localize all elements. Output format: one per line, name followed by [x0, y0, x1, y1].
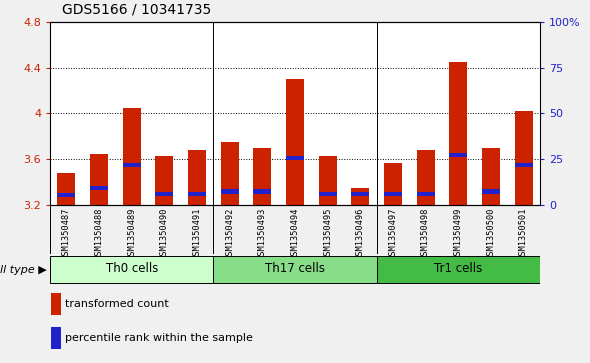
Text: GSM1350499: GSM1350499	[454, 207, 463, 260]
Text: GDS5166 / 10341735: GDS5166 / 10341735	[62, 2, 211, 16]
Text: GSM1350489: GSM1350489	[127, 207, 136, 260]
Bar	[253, 189, 271, 193]
Bar	[188, 192, 206, 196]
Bar	[514, 111, 533, 205]
Bar	[221, 189, 239, 193]
Bar	[351, 188, 369, 205]
Bar	[221, 142, 239, 205]
Bar	[214, 256, 376, 284]
Text: percentile rank within the sample: percentile rank within the sample	[65, 333, 253, 343]
Bar	[57, 193, 76, 197]
Text: Tr1 cells: Tr1 cells	[434, 262, 483, 276]
Text: cell type ▶: cell type ▶	[0, 265, 47, 274]
Bar	[253, 148, 271, 205]
Text: GSM1350495: GSM1350495	[323, 207, 332, 260]
Bar	[51, 327, 61, 348]
Bar	[155, 192, 173, 196]
Bar	[286, 156, 304, 160]
Bar	[319, 156, 337, 205]
Text: GSM1350493: GSM1350493	[258, 207, 267, 260]
Bar	[351, 192, 369, 196]
Bar	[90, 154, 108, 205]
Text: Th17 cells: Th17 cells	[265, 262, 325, 276]
Text: GSM1350500: GSM1350500	[486, 207, 496, 260]
Bar	[384, 163, 402, 205]
Text: GSM1350497: GSM1350497	[388, 207, 398, 260]
Text: GSM1350487: GSM1350487	[62, 207, 71, 260]
Bar	[50, 256, 214, 284]
Bar	[482, 148, 500, 205]
Bar	[123, 108, 141, 205]
Text: GSM1350488: GSM1350488	[94, 207, 104, 260]
Text: GSM1350494: GSM1350494	[290, 207, 300, 260]
Bar	[188, 150, 206, 205]
Text: Th0 cells: Th0 cells	[106, 262, 158, 276]
Text: GSM1350491: GSM1350491	[192, 207, 202, 260]
Bar	[417, 192, 435, 196]
Bar	[376, 256, 540, 284]
Bar	[123, 163, 141, 167]
Bar	[155, 156, 173, 205]
Bar	[417, 150, 435, 205]
Bar	[319, 192, 337, 196]
Bar	[449, 152, 467, 157]
Text: GSM1350490: GSM1350490	[160, 207, 169, 260]
Text: transformed count: transformed count	[65, 299, 169, 309]
Text: GSM1350498: GSM1350498	[421, 207, 430, 260]
Bar	[51, 293, 61, 315]
Bar	[286, 79, 304, 205]
Bar	[449, 62, 467, 205]
Bar	[514, 163, 533, 167]
Bar	[90, 186, 108, 190]
Text: GSM1350501: GSM1350501	[519, 207, 528, 260]
Text: GSM1350496: GSM1350496	[356, 207, 365, 260]
Text: GSM1350492: GSM1350492	[225, 207, 234, 260]
Bar	[384, 192, 402, 196]
Bar	[482, 189, 500, 193]
Bar	[57, 173, 76, 205]
